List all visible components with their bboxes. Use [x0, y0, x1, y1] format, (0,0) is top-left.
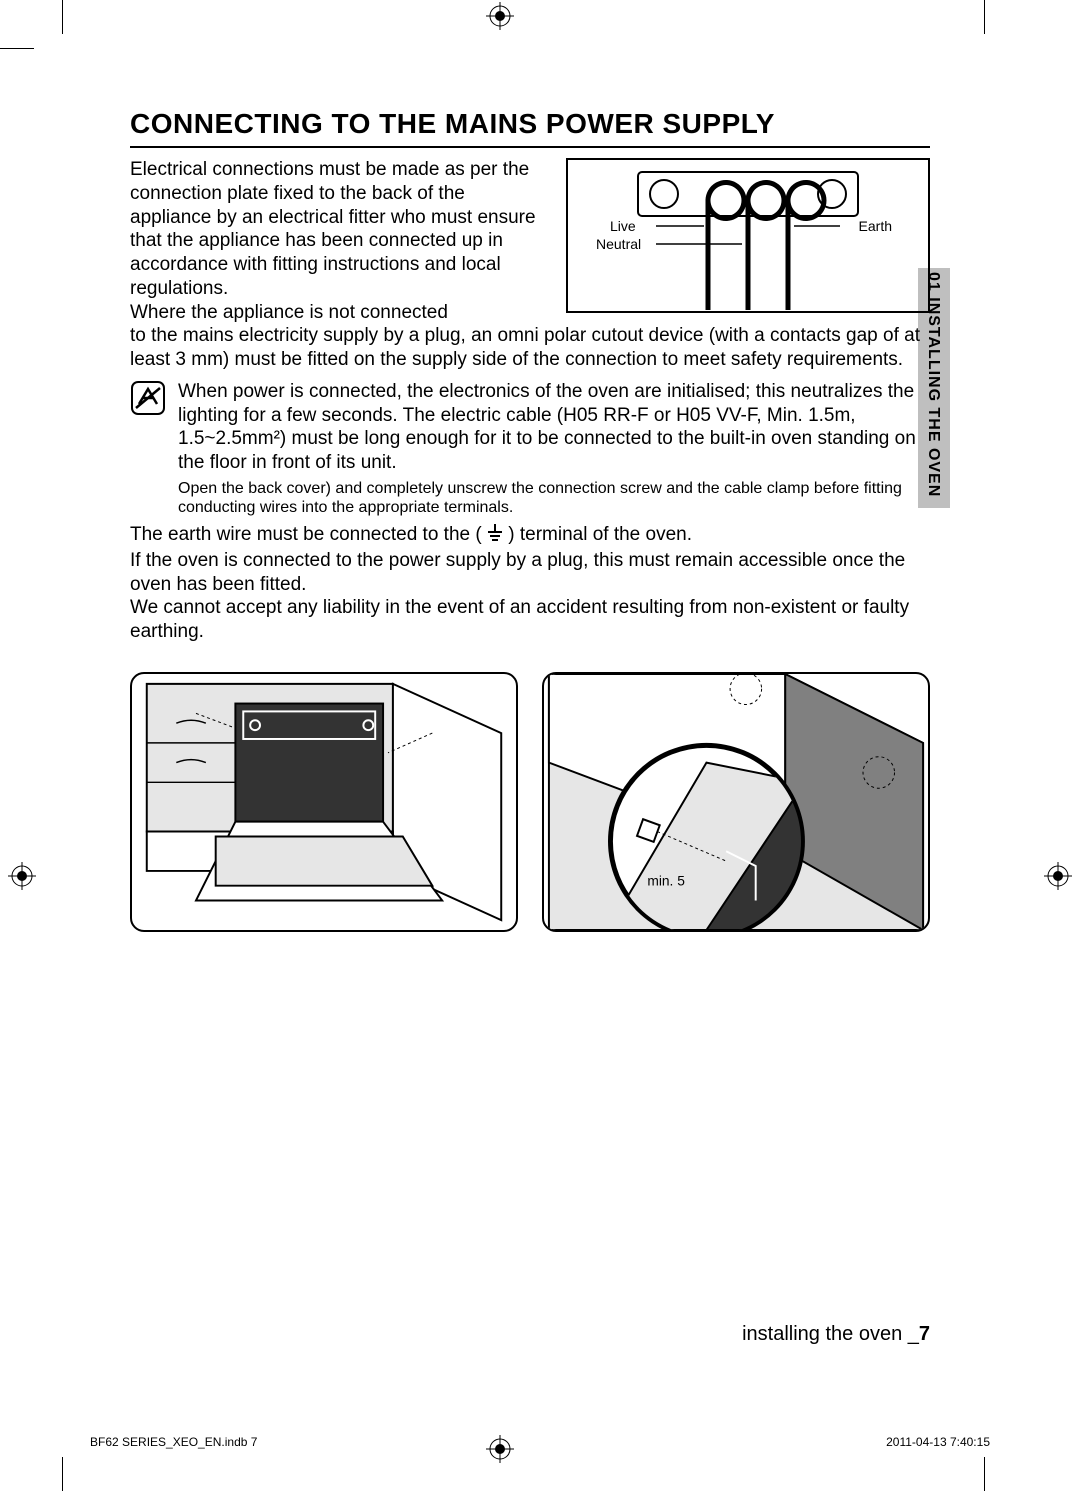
intro-paragraph: Electrical connections must be made as p…: [130, 158, 548, 324]
intro-continuation: to the mains electricity supply by a plu…: [130, 324, 930, 372]
liability-line: We cannot accept any liability in the ev…: [130, 596, 930, 644]
oven-install-figure-2: min. 5 min. 5: [542, 672, 930, 932]
content-area: CONNECTING TO THE MAINS POWER SUPPLY Ele…: [130, 108, 930, 932]
terminal-label-neutral: Neutral: [596, 236, 641, 252]
registration-mark-icon: [486, 2, 514, 30]
footer-timestamp: 2011-04-13 7:40:15: [886, 1435, 990, 1449]
terminal-label-earth: Earth: [859, 218, 892, 234]
note-text: When power is connected, the electronics…: [178, 380, 930, 475]
earth-symbol-icon: [487, 524, 503, 549]
terminal-label-live: Live: [610, 218, 636, 234]
note-subtext: Open the back cover) and completely unsc…: [178, 479, 930, 517]
crop-mark: [62, 0, 63, 34]
footer-section-title: installing the oven _7: [742, 1323, 930, 1346]
registration-mark-icon: [8, 862, 36, 890]
earth-wire-post: ) terminal of the oven.: [508, 524, 692, 545]
page-title: CONNECTING TO THE MAINS POWER SUPPLY: [130, 108, 930, 148]
note-icon: [130, 380, 166, 517]
footer-filename: BF62 SERIES_XEO_EN.indb 7: [90, 1435, 257, 1449]
footer-section-text: installing the oven _: [742, 1323, 919, 1345]
crop-mark: [984, 1457, 985, 1491]
oven-install-figure-1: [130, 672, 518, 932]
crop-mark: [0, 48, 34, 49]
earth-wire-line: The earth wire must be connected to the …: [130, 523, 930, 549]
plug-accessible-line: If the oven is connected to the power su…: [130, 549, 930, 597]
crop-mark: [62, 1457, 63, 1491]
registration-mark-icon: [1044, 862, 1072, 890]
registration-mark-icon: [486, 1435, 514, 1463]
terminal-diagram: Live Neutral Earth: [566, 158, 930, 313]
crop-mark: [984, 0, 985, 34]
page: 01 INSTALLING THE OVEN CONNECTING TO THE…: [0, 0, 1080, 1491]
earth-wire-pre: The earth wire must be connected to the …: [130, 524, 482, 545]
note-block: When power is connected, the electronics…: [130, 380, 930, 517]
svg-text:min. 5: min. 5: [647, 874, 685, 889]
footer-page-number: 7: [919, 1323, 930, 1345]
